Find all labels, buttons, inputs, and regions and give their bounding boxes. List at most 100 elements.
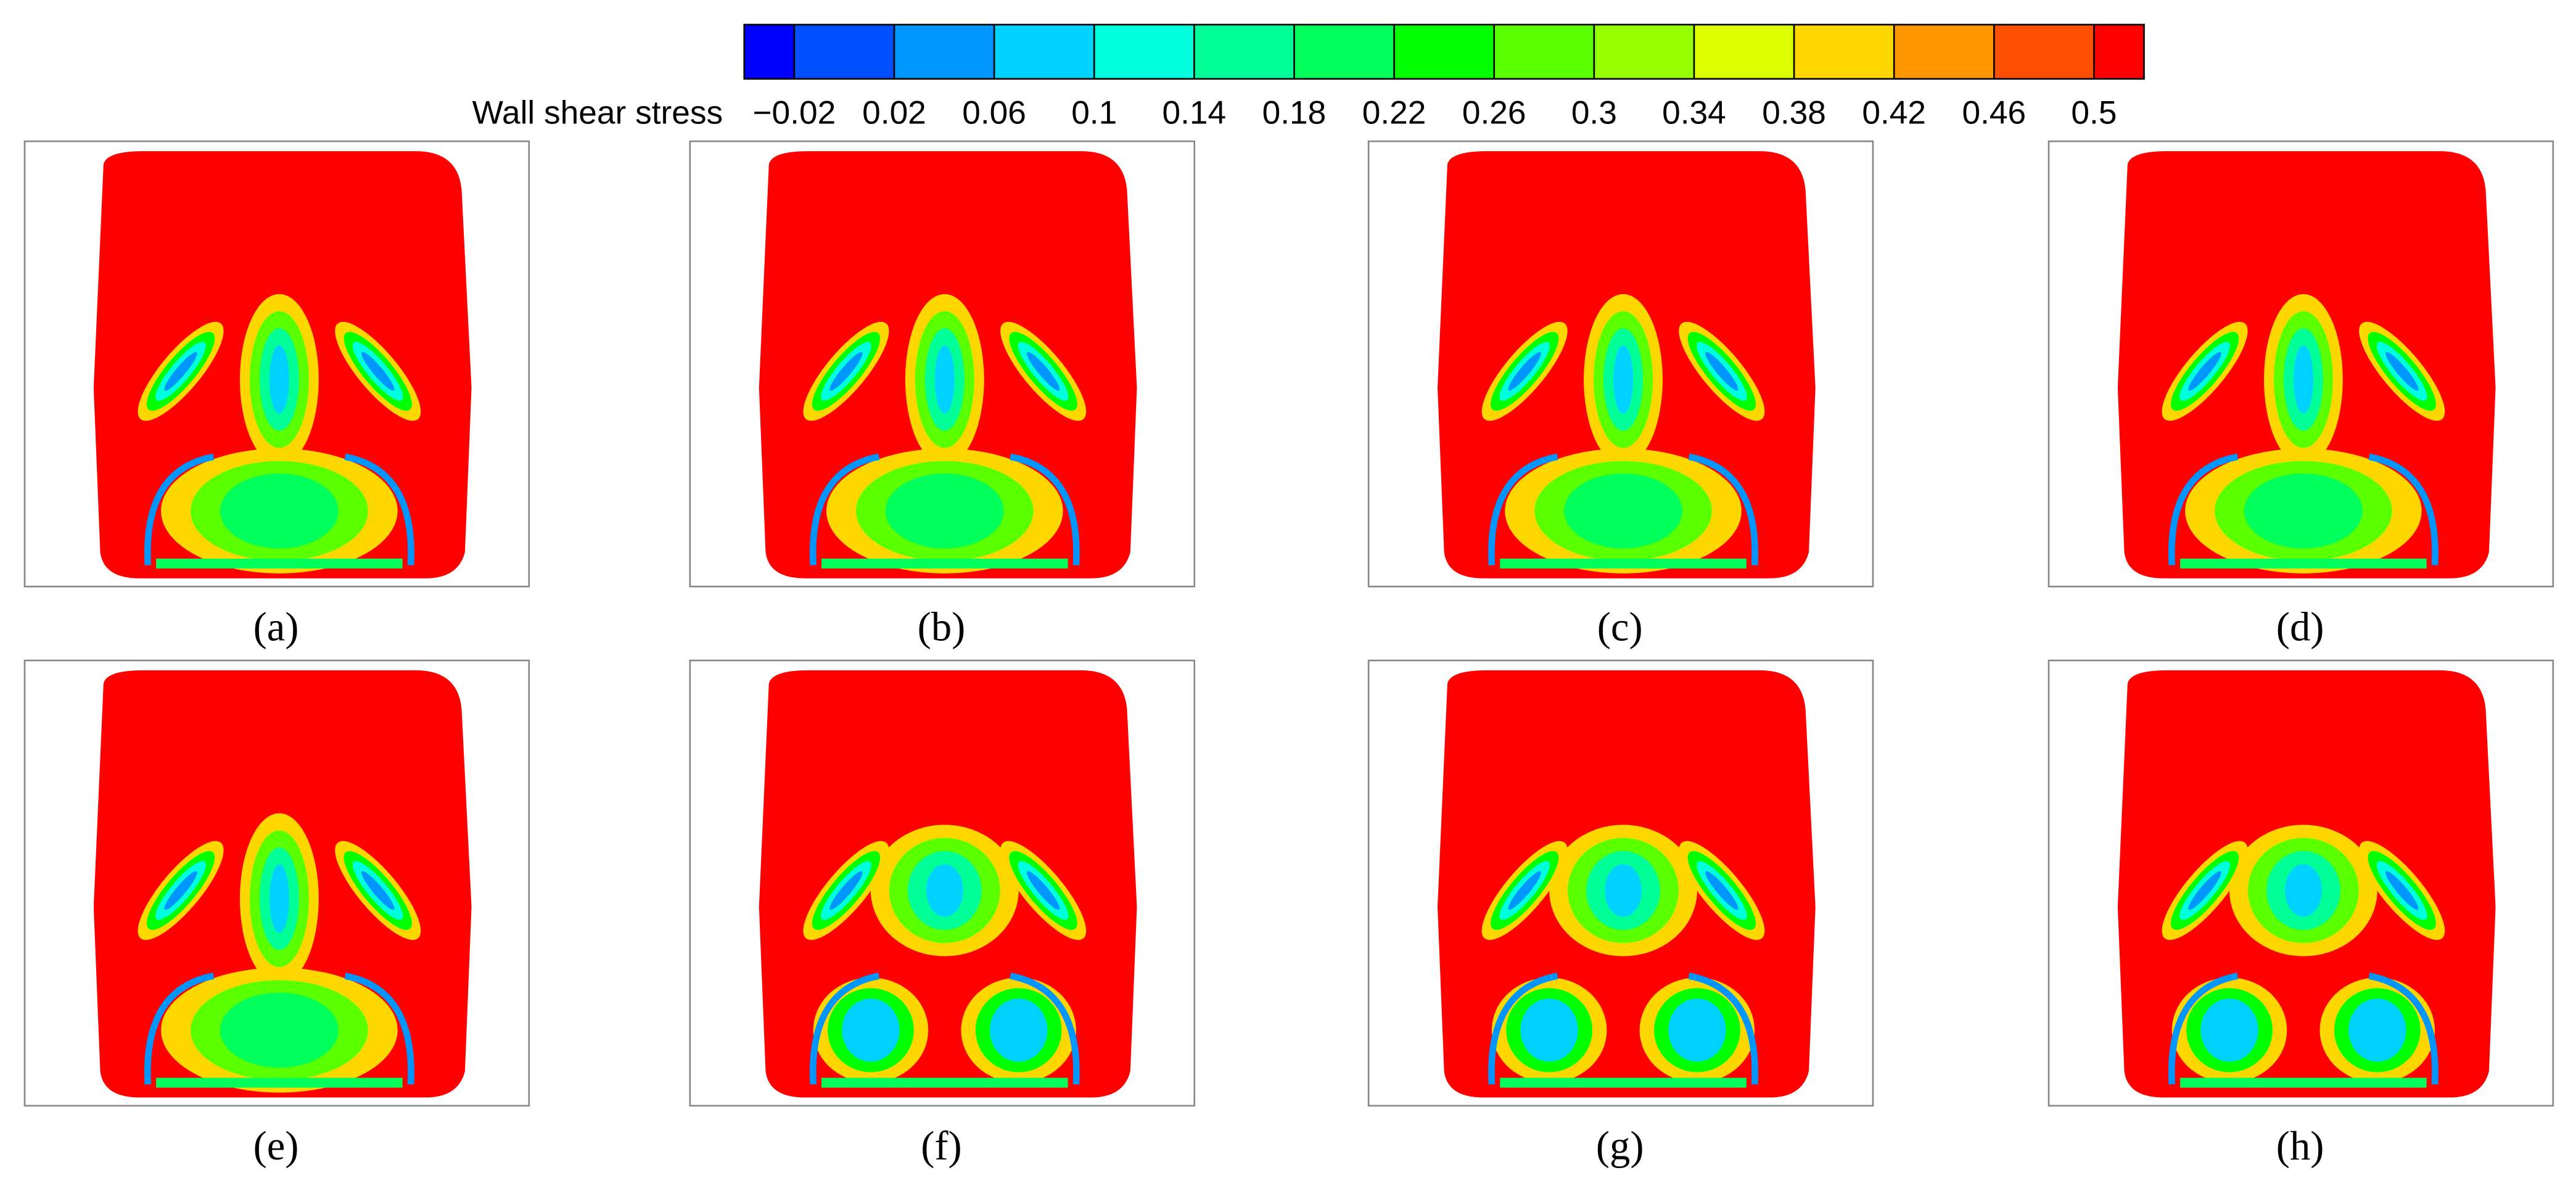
colorbar-tick-label: 0.26 (1462, 95, 1526, 131)
lower-arc (144, 453, 215, 566)
side-vortex (829, 871, 863, 910)
contour-panel (1367, 140, 1874, 588)
lower-vortex (842, 998, 900, 1062)
colorbar-segment (794, 24, 894, 79)
lower-arc (1010, 973, 1080, 1085)
bottom-strip (156, 1077, 403, 1088)
side-vortex (2385, 352, 2419, 391)
lower-region (220, 992, 339, 1068)
colorbar-tick-label: 0.34 (1662, 95, 1726, 131)
lower-arc (144, 973, 215, 1085)
contour-panel (23, 659, 530, 1107)
colorbar-segment (1394, 24, 1494, 79)
colorbar-frame (743, 23, 2145, 80)
lower-vortex (2348, 998, 2406, 1062)
colorbar-tick-label: 0.5 (2071, 95, 2117, 131)
colorbar-segment (1894, 24, 1994, 79)
lower-region (885, 473, 1004, 549)
side-vortex (1508, 352, 1541, 391)
lower-arc (2168, 453, 2239, 566)
colorbar-tick-label: 0.02 (862, 95, 926, 131)
colorbar-tick-label: 0.14 (1162, 95, 1227, 131)
figure-content: Wall shear stress −0.02 0.02 0.06 0.1 0.14 0.… (23, 23, 2554, 1169)
bottom-strip (821, 1077, 1068, 1088)
lower-arc (1688, 973, 1758, 1085)
contour-panel (689, 659, 1196, 1107)
lower-arc (1010, 453, 1080, 566)
colorbar-tick-label: 0.46 (1962, 95, 2026, 131)
colorbar-segment (1794, 24, 1895, 79)
panel-label: (c) (1597, 604, 1643, 649)
side-vortex (361, 352, 395, 391)
contour-panel (23, 140, 530, 588)
colorbar-segment (1994, 24, 2094, 79)
panel-label: (g) (1596, 1124, 1644, 1169)
panel-label: (d) (2276, 604, 2324, 649)
colorbar-tick-label: 0.38 (1762, 95, 1826, 131)
lower-arc (344, 453, 414, 566)
lower-arc (2368, 453, 2438, 566)
panel-label: (a) (253, 604, 299, 649)
lower-region (2244, 473, 2363, 549)
lower-arc (2368, 973, 2438, 1085)
colorbar-tick-label: −0.02 (752, 95, 836, 131)
lower-arc (809, 973, 880, 1085)
lower-vortex (990, 998, 1048, 1062)
lower-region (1564, 473, 1682, 549)
bottom-strip (156, 558, 403, 569)
colorbar-segment (2094, 24, 2144, 79)
panel-label: (f) (921, 1124, 962, 1169)
central-vortex (269, 864, 289, 933)
central-vortex (2293, 345, 2313, 414)
bottom-strip (821, 558, 1068, 569)
colorbar-segment (894, 24, 995, 79)
panel-label: (b) (918, 604, 966, 649)
colorbar-tick-label: 0.22 (1362, 95, 1426, 131)
side-vortex (829, 352, 863, 391)
lower-arc (344, 973, 414, 1085)
colorbar-tick-label: 0.1 (1071, 95, 1117, 131)
central-vortex (1613, 345, 1634, 414)
lower-arc (1488, 453, 1558, 566)
side-vortex (1705, 871, 1739, 910)
lower-arc (2168, 973, 2239, 1085)
side-vortex (2385, 871, 2419, 910)
side-vortex (164, 352, 197, 391)
side-vortex (361, 871, 395, 910)
central-vortex (1605, 864, 1642, 917)
lower-region (220, 473, 339, 549)
side-vortex (2188, 352, 2221, 391)
lower-arc (1488, 973, 1558, 1085)
colorbar-segment (744, 24, 794, 79)
side-vortex (2188, 871, 2221, 910)
central-vortex (2284, 864, 2322, 917)
bottom-strip (2180, 1077, 2427, 1088)
side-vortex (1026, 352, 1060, 391)
side-vortex (1026, 871, 1060, 910)
colorbar-segment (1693, 24, 1795, 79)
colorbar-segment (1194, 24, 1294, 79)
panel-label: (h) (2276, 1124, 2324, 1169)
contour-panel (2047, 140, 2554, 588)
colorbar-tick-label: 0.18 (1262, 95, 1327, 131)
colorbar-segment (1094, 24, 1195, 79)
colorbar-segment (994, 24, 1095, 79)
bottom-strip (1500, 1077, 1747, 1088)
contour-panel (1367, 659, 1874, 1107)
contour-panel (689, 140, 1196, 588)
colorbar-segment (1294, 24, 1394, 79)
lower-vortex (1668, 998, 1726, 1062)
contour-panel (2047, 659, 2554, 1107)
lower-arc (1688, 453, 1758, 566)
bottom-strip (2180, 558, 2427, 569)
central-vortex (269, 345, 289, 414)
lower-arc (809, 453, 880, 566)
colorbar-tick-label: 0.42 (1862, 95, 1926, 131)
side-vortex (164, 871, 197, 910)
lower-vortex (1520, 998, 1578, 1062)
central-vortex (926, 864, 963, 917)
colorbar-label: Wall shear stress (472, 95, 723, 131)
colorbar-segment (1494, 24, 1594, 79)
side-vortex (1705, 352, 1739, 391)
